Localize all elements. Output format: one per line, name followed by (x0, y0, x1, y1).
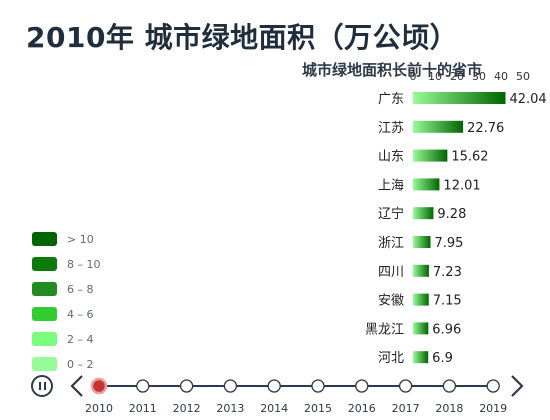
pause-icon[interactable] (31, 375, 53, 397)
timeline-year-label[interactable]: 2014 (260, 402, 288, 415)
timeline-node[interactable] (136, 379, 150, 393)
legend-swatch (32, 232, 57, 246)
main-title: 2010年 城市绿地面积（万公顷） (26, 21, 459, 54)
legend-label: 2 – 4 (67, 332, 94, 346)
legend-label: > 10 (67, 232, 94, 246)
legend-item[interactable]: 0 – 2 (32, 357, 94, 371)
chevron-left-icon[interactable] (70, 375, 83, 397)
timeline-year-label[interactable]: 2012 (173, 402, 201, 415)
value-label: 22.76 (467, 121, 504, 136)
timeline: 2010 2011 2012 2013 2014 2015 2016 2017 2018 2019 (70, 375, 524, 415)
timeline-year-label[interactable]: 2018 (435, 402, 463, 415)
value-label: 9.28 (437, 207, 466, 222)
legend-label: 0 – 2 (67, 357, 94, 371)
timeline-year-label[interactable]: 2017 (392, 402, 420, 415)
legend-swatch (32, 357, 57, 371)
bar-chart: 城市绿地面积长前十的省市 0 10 20 30 40 50 广东 42.04 江苏 22.76 山… (302, 61, 547, 366)
category-label: 上海 (378, 178, 404, 193)
value-label: 15.62 (451, 150, 488, 165)
timeline-node[interactable] (486, 379, 500, 393)
category-label: 河北 (378, 351, 404, 366)
x-tick-label: 40 (494, 70, 508, 83)
timeline-node[interactable] (223, 379, 238, 393)
value-label: 42.04 (509, 92, 546, 107)
chevron-right-icon[interactable] (511, 375, 524, 397)
legend-swatch (32, 257, 57, 271)
category-label: 辽宁 (378, 206, 404, 222)
timeline-year-label[interactable]: 2015 (304, 402, 332, 415)
timeline-year-label[interactable]: 2019 (479, 402, 507, 415)
bar[interactable] (413, 149, 448, 162)
value-label: 6.9 (432, 351, 453, 366)
bar[interactable] (413, 236, 431, 248)
x-tick-label: 50 (516, 70, 530, 83)
timeline-node[interactable] (267, 379, 281, 393)
timeline-node-current[interactable] (90, 377, 108, 395)
category-label: 浙江 (378, 236, 404, 251)
value-label: 12.01 (443, 178, 480, 193)
bar[interactable] (413, 92, 506, 104)
timeline-year-label[interactable]: 2011 (129, 402, 157, 415)
chart-title: 城市绿地面积长前十的省市 (302, 61, 482, 79)
legend-label: 6 – 8 (67, 282, 94, 296)
timeline-year-label[interactable]: 2013 (216, 402, 244, 415)
timeline-year-label[interactable]: 2010 (85, 402, 113, 415)
bar[interactable] (413, 322, 429, 335)
category-label: 山东 (378, 150, 404, 165)
legend-item[interactable]: > 10 (32, 232, 94, 246)
legend-swatch (32, 282, 57, 296)
value-label: 7.15 (433, 294, 462, 309)
category-label: 安徽 (378, 294, 404, 309)
bar[interactable] (413, 120, 464, 133)
x-tick-label: 0 (410, 70, 417, 83)
legend-item[interactable]: 8 – 10 (32, 257, 101, 271)
legend-label: 8 – 10 (67, 257, 101, 271)
legend-swatch (32, 307, 57, 321)
timeline-node[interactable] (398, 379, 413, 393)
legend-label: 4 – 6 (67, 307, 94, 321)
x-tick-label: 30 (472, 70, 486, 83)
timeline-year-label[interactable]: 2016 (348, 402, 376, 415)
x-tick-label: 10 (428, 70, 442, 83)
category-label: 广东 (378, 92, 404, 107)
timeline-node[interactable] (179, 379, 194, 393)
value-label: 7.23 (433, 265, 462, 280)
legend-item[interactable]: 2 – 4 (32, 332, 94, 346)
bar[interactable] (413, 264, 429, 277)
legend-item[interactable]: 4 – 6 (32, 307, 94, 321)
bar[interactable] (413, 293, 429, 306)
value-label: 7.95 (434, 236, 463, 251)
timeline-node[interactable] (311, 379, 325, 393)
x-tick-label: 20 (450, 70, 464, 83)
bar[interactable] (413, 351, 429, 364)
legend-swatch (32, 332, 57, 346)
bar[interactable] (413, 178, 440, 191)
category-label: 黑龙江 (365, 322, 404, 337)
timeline-node[interactable] (442, 379, 457, 393)
bar[interactable] (413, 207, 434, 220)
timeline-node[interactable] (355, 379, 369, 393)
category-label: 江苏 (378, 120, 404, 136)
category-label: 四川 (378, 265, 404, 280)
legend-item[interactable]: 6 – 8 (32, 282, 94, 296)
value-label: 6.96 (432, 322, 461, 337)
